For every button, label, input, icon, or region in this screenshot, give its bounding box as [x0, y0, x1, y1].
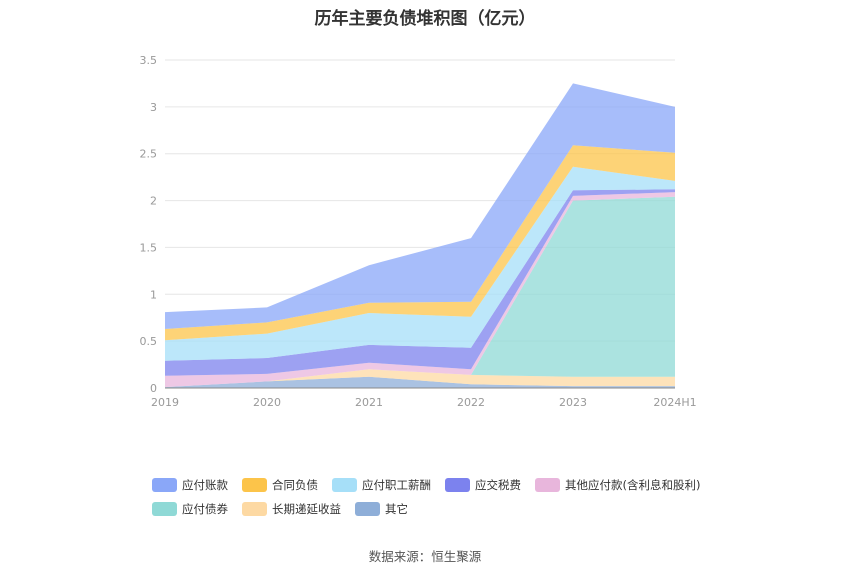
x-tick-label: 2023	[559, 396, 587, 409]
y-tick-label: 2	[150, 195, 157, 208]
x-tick-label: 2024H1	[653, 396, 696, 409]
legend-swatch	[332, 478, 357, 492]
area-series-4	[165, 189, 675, 376]
y-tick-label: 3	[150, 101, 157, 114]
legend-label: 长期递延收益	[272, 502, 341, 516]
legend-item-employee-payable[interactable]: 应付职工薪酬	[332, 477, 431, 493]
y-tick-label: 0	[150, 382, 157, 395]
legend-label: 应交税费	[475, 478, 521, 492]
y-tick-label: 0.5	[140, 335, 158, 348]
x-tick-label: 2021	[355, 396, 383, 409]
legend-item-other[interactable]: 其它	[355, 501, 408, 517]
legend-item-taxes-payable[interactable]: 应交税费	[445, 477, 521, 493]
area-series-5	[165, 166, 675, 361]
data-source: 数据来源：恒生聚源	[368, 549, 482, 564]
x-tick-label: 2022	[457, 396, 485, 409]
legend-item-contract-liabilities[interactable]: 合同负债	[242, 477, 318, 493]
legend-swatch	[152, 478, 177, 492]
legend-swatch	[242, 478, 267, 492]
legend-item-deferred-income[interactable]: 长期递延收益	[242, 501, 341, 517]
legend-label: 其他应付款(含利息和股利)	[565, 478, 701, 492]
stacked-areas	[165, 83, 675, 388]
area-series-3	[165, 192, 675, 388]
legend-item-bonds-payable[interactable]: 应付债券	[152, 501, 228, 517]
legend-label: 应付账款	[182, 478, 228, 492]
chart-title: 历年主要负债堆积图（亿元）	[314, 9, 536, 29]
legend-item-accounts-payable[interactable]: 应付账款	[152, 477, 228, 493]
y-tick-label: 2.5	[140, 148, 158, 161]
area-series-6	[165, 145, 675, 341]
legend-swatch	[355, 502, 380, 516]
legend-swatch	[445, 478, 470, 492]
area-series-1	[165, 369, 675, 388]
area-series-0	[165, 376, 675, 388]
axes: 0 0.5 1 1.5 2 2.5 3 3.5 2019 2020 2021 2022 2023 2024…	[140, 54, 697, 409]
area-series-2	[165, 196, 675, 388]
legend: 应付账款 合同负债 应付职工薪酬 应交税费 其他应付款(含利息和股利) 应付债券…	[152, 473, 752, 521]
x-tick-label: 2020	[253, 396, 281, 409]
legend-row-2: 应付债券 长期递延收益 其它	[152, 497, 752, 521]
y-tick-label: 1.5	[140, 241, 158, 254]
legend-swatch	[535, 478, 560, 492]
legend-label: 应付债券	[182, 502, 228, 516]
area-series-7	[165, 83, 675, 330]
y-tick-label: 1	[150, 288, 157, 301]
legend-swatch	[242, 502, 267, 516]
legend-item-other-payables[interactable]: 其他应付款(含利息和股利)	[535, 477, 700, 493]
legend-row-1: 应付账款 合同负债 应付职工薪酬 应交税费 其他应付款(含利息和股利)	[152, 473, 752, 497]
legend-swatch	[152, 502, 177, 516]
legend-label: 合同负债	[272, 478, 318, 492]
y-tick-label: 3.5	[140, 54, 158, 67]
legend-label: 其它	[385, 502, 408, 516]
x-tick-label: 2019	[151, 396, 179, 409]
legend-label: 应付职工薪酬	[362, 478, 431, 492]
